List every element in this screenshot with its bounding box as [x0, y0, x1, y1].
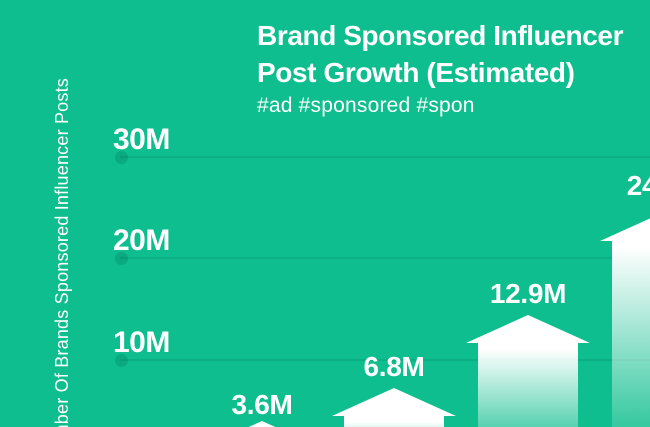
growth-arrow-2	[332, 388, 456, 427]
gridline-10m	[120, 359, 650, 361]
gridline-30m	[120, 156, 650, 158]
gridline-20m	[120, 257, 650, 259]
y-tick-label-20m: 20M	[113, 224, 170, 257]
chart-subtitle-hashtags: #ad #sponsored #spon	[257, 94, 475, 117]
chart-header: Brand Sponsored Influencer Post Growth (…	[257, 17, 650, 118]
bar-value-label-3: 12.9M	[489, 278, 567, 309]
bar-value-label-2: 6.8M	[363, 351, 425, 382]
bar-value-label-4: 24	[626, 170, 650, 201]
gridline-dot-20m	[115, 252, 128, 265]
gridline-dot-10m	[115, 354, 128, 367]
y-tick-label-30m: 30M	[113, 123, 170, 156]
chart-title-line-1: Brand Sponsored Influencer	[257, 20, 624, 51]
chart-title-line-2: Post Growth (Estimated)	[257, 57, 575, 88]
growth-arrow-1	[200, 421, 324, 427]
growth-arrow-4	[600, 213, 650, 427]
y-tick-label-10m: 10M	[113, 326, 170, 359]
gridline-dot-30m	[115, 151, 128, 164]
growth-arrow-3	[466, 315, 590, 427]
bar-value-label-1: 3.6M	[231, 389, 293, 420]
y-axis-label: Number Of Brands Sponsored Influencer Po…	[52, 78, 72, 427]
